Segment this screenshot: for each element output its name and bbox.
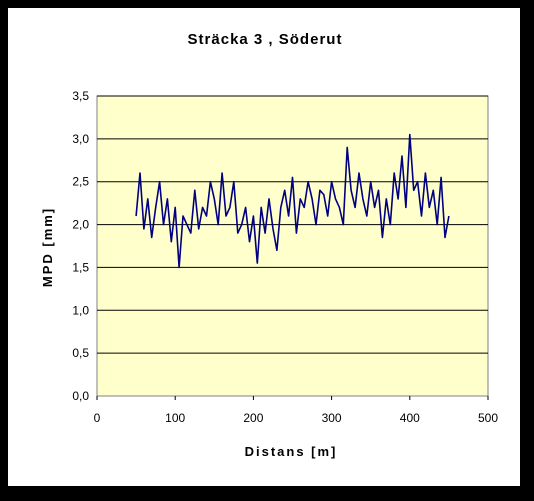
x-tick-label: 100	[165, 411, 185, 425]
x-tick-label: 200	[243, 411, 263, 425]
y-axis-label: MPD [mm]	[40, 207, 55, 287]
x-tick-label: 0	[94, 411, 101, 425]
y-tick-label: 2,5	[72, 175, 89, 189]
series-line	[135, 133, 450, 269]
x-tick-label: 400	[400, 411, 420, 425]
x-tick-labels: 0 100 200 300 400 500	[94, 396, 498, 425]
y-tick-label: 0,5	[72, 346, 89, 360]
y-tick-label: 3,0	[72, 132, 89, 146]
y-tick-label: 0,0	[72, 389, 89, 403]
y-tick-label: 2,0	[72, 218, 89, 232]
x-tick-label: 500	[478, 411, 498, 425]
series-group	[135, 133, 450, 269]
y-tick-label: 3,5	[72, 89, 89, 103]
chart-title: Sträcka 3 , Söderut	[187, 31, 343, 48]
x-tick-label: 300	[322, 411, 342, 425]
y-tick-label: 1,0	[72, 303, 89, 317]
y-tick-labels: 0,0 0,5 1,0 1,5 2,0 2,5 3,0 3,5	[72, 89, 89, 403]
x-axis-label: Distans [m]	[245, 444, 338, 459]
gridlines	[97, 95, 488, 354]
y-tick-label: 1,5	[72, 260, 89, 274]
plot-area	[96, 95, 489, 397]
